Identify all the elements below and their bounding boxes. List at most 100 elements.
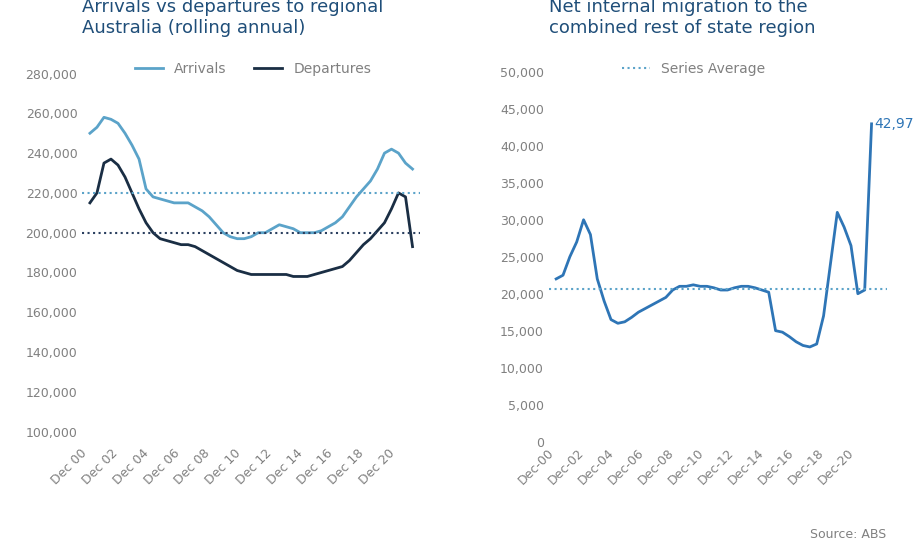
Departures bbox=[197, 247, 207, 254]
Departures bbox=[189, 243, 200, 250]
Arrivals bbox=[400, 160, 411, 166]
Arrivals bbox=[295, 230, 306, 236]
Arrivals bbox=[393, 150, 404, 156]
Line: Arrivals: Arrivals bbox=[90, 118, 412, 238]
Arrivals bbox=[372, 166, 383, 172]
Arrivals bbox=[232, 235, 243, 242]
Departures bbox=[126, 189, 137, 196]
Departures bbox=[253, 271, 264, 278]
Arrivals bbox=[288, 225, 299, 232]
Arrivals bbox=[330, 220, 341, 226]
Arrivals bbox=[260, 230, 271, 236]
Line: Departures: Departures bbox=[90, 159, 412, 277]
Arrivals bbox=[168, 200, 179, 206]
Departures bbox=[84, 200, 95, 206]
Departures bbox=[386, 205, 397, 212]
Departures bbox=[232, 267, 243, 274]
Arrivals bbox=[337, 214, 348, 220]
Arrivals bbox=[274, 221, 285, 228]
Departures bbox=[351, 250, 362, 256]
Departures bbox=[274, 271, 285, 278]
Departures bbox=[281, 271, 292, 278]
Departures bbox=[154, 235, 165, 242]
Arrivals bbox=[91, 124, 102, 131]
Arrivals bbox=[239, 235, 250, 242]
Departures bbox=[99, 160, 110, 166]
Departures bbox=[372, 227, 383, 234]
Departures bbox=[105, 156, 116, 162]
Arrivals bbox=[147, 194, 158, 200]
Arrivals bbox=[246, 233, 257, 240]
Departures bbox=[112, 162, 123, 168]
Arrivals bbox=[316, 227, 327, 234]
Arrivals bbox=[211, 221, 222, 228]
Arrivals bbox=[365, 178, 376, 184]
Arrivals bbox=[225, 233, 236, 240]
Arrivals bbox=[197, 208, 207, 214]
Arrivals bbox=[154, 195, 165, 202]
Arrivals bbox=[126, 142, 137, 148]
Arrivals bbox=[162, 198, 173, 204]
Departures bbox=[91, 189, 102, 196]
Legend: Arrivals, Departures: Arrivals, Departures bbox=[130, 57, 377, 82]
Arrivals bbox=[204, 214, 215, 220]
Departures bbox=[330, 265, 341, 272]
Arrivals bbox=[175, 200, 186, 206]
Departures bbox=[211, 255, 222, 262]
Arrivals bbox=[120, 130, 131, 136]
Text: Arrivals vs departures to regional
Australia (rolling annual): Arrivals vs departures to regional Austr… bbox=[82, 0, 384, 37]
Departures bbox=[400, 194, 411, 200]
Arrivals bbox=[281, 224, 292, 230]
Arrivals bbox=[358, 185, 369, 192]
Departures bbox=[365, 235, 376, 242]
Arrivals bbox=[105, 116, 116, 123]
Arrivals bbox=[302, 230, 313, 236]
Text: 42,971: 42,971 bbox=[874, 117, 914, 131]
Departures bbox=[309, 271, 320, 278]
Arrivals bbox=[112, 120, 123, 126]
Departures bbox=[120, 174, 131, 181]
Departures bbox=[302, 273, 313, 280]
Departures bbox=[316, 269, 327, 276]
Departures bbox=[147, 230, 158, 236]
Arrivals bbox=[183, 200, 194, 206]
Departures bbox=[218, 259, 228, 266]
Text: Source: ABS: Source: ABS bbox=[811, 528, 887, 541]
Legend: Series Average: Series Average bbox=[616, 57, 771, 82]
Text: Net internal migration to the
combined rest of state region: Net internal migration to the combined r… bbox=[548, 0, 815, 37]
Arrivals bbox=[189, 204, 200, 210]
Departures bbox=[407, 243, 418, 250]
Arrivals bbox=[218, 230, 228, 236]
Departures bbox=[175, 241, 186, 248]
Arrivals bbox=[84, 130, 95, 136]
Departures bbox=[162, 237, 173, 244]
Arrivals bbox=[323, 224, 334, 230]
Departures bbox=[267, 271, 278, 278]
Arrivals bbox=[141, 185, 152, 192]
Departures bbox=[133, 205, 144, 212]
Departures bbox=[260, 271, 271, 278]
Departures bbox=[141, 220, 152, 226]
Departures bbox=[358, 241, 369, 248]
Departures bbox=[246, 271, 257, 278]
Arrivals bbox=[386, 146, 397, 152]
Arrivals bbox=[407, 166, 418, 172]
Arrivals bbox=[351, 194, 362, 200]
Departures bbox=[183, 241, 194, 248]
Arrivals bbox=[344, 204, 355, 210]
Departures bbox=[344, 257, 355, 264]
Arrivals bbox=[253, 230, 264, 236]
Arrivals bbox=[133, 156, 144, 162]
Arrivals bbox=[267, 225, 278, 232]
Departures bbox=[393, 189, 404, 196]
Arrivals bbox=[309, 230, 320, 236]
Departures bbox=[337, 263, 348, 270]
Departures bbox=[379, 220, 390, 226]
Departures bbox=[323, 267, 334, 274]
Departures bbox=[204, 251, 215, 258]
Departures bbox=[295, 273, 306, 280]
Arrivals bbox=[99, 114, 110, 121]
Departures bbox=[239, 269, 250, 276]
Arrivals bbox=[379, 150, 390, 156]
Departures bbox=[225, 263, 236, 270]
